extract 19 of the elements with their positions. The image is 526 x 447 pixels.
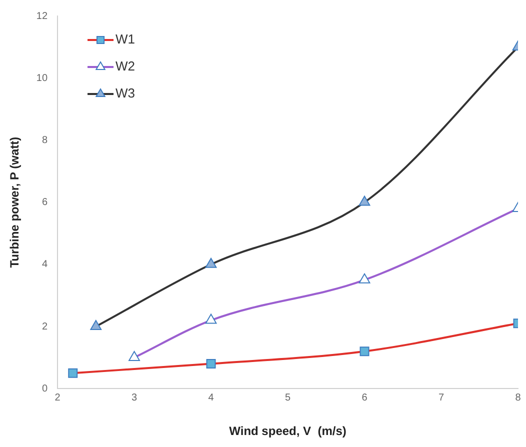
y-tick-label: 12 (36, 10, 48, 22)
x-tick-label: 3 (131, 392, 138, 404)
x-tick-label: 7 (438, 392, 444, 404)
y-tick-label: 4 (42, 259, 48, 270)
y-tick-label: 6 (42, 197, 48, 208)
y-tick-label: 10 (36, 72, 48, 84)
x-tick-label: 4 (208, 392, 214, 404)
x-tick-label: 8 (515, 392, 522, 404)
x-tick-label: 5 (284, 392, 291, 404)
legend-label: W2 (116, 58, 136, 74)
y-tick-label: 2 (42, 321, 48, 332)
y-tick-label: 0 (42, 383, 48, 394)
y-axis-title: Turbine power, P (watt) (8, 136, 22, 268)
x-tick-label: 6 (362, 392, 368, 404)
x-axis-title: Wind speed, V (m/s) (229, 424, 346, 438)
y-tick-label: 8 (42, 134, 48, 146)
x-tick-label: 2 (54, 392, 61, 404)
legend-label: W1 (116, 32, 136, 47)
legend-label: W3 (116, 86, 136, 101)
